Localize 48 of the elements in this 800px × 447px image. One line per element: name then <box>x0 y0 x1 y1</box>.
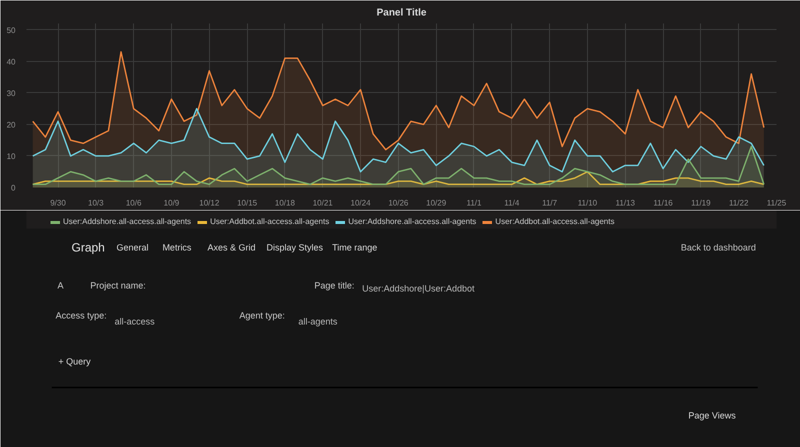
y-tick-label: 10 <box>6 152 16 161</box>
text: Page Views <box>688 410 736 420</box>
x-tick-label: 10/3 <box>88 198 104 208</box>
text: Page title: <box>314 280 354 290</box>
y-tick-label: 30 <box>6 88 16 98</box>
y-tick-label: 40 <box>6 57 16 66</box>
text: A <box>57 280 64 290</box>
text: Project name: <box>90 280 146 290</box>
y-tick-label: 0 <box>11 184 16 192</box>
chart-title: Panel Title <box>376 8 427 18</box>
x-tick-label: 10/18 <box>274 198 296 208</box>
text: User:Addshore|User:Addbot <box>362 284 476 294</box>
x-tick-label: 11/16 <box>653 198 674 208</box>
text: + Query <box>58 356 92 366</box>
x-tick-label: 11/19 <box>691 198 712 208</box>
x-tick-label: 10/9 <box>164 198 180 208</box>
x-tick-label: 10/12 <box>199 198 220 208</box>
x-tick-label: 10/26 <box>388 198 409 208</box>
text: Axes & Grid <box>207 242 256 252</box>
x-tick-label: 11/7 <box>542 198 558 208</box>
x-tick-label: 11/1 <box>466 198 482 208</box>
x-tick-label: 11/22 <box>728 198 749 208</box>
x-tick-label: 11/13 <box>616 198 636 208</box>
x-tick-label: 9/30 <box>50 198 66 208</box>
legend-label: User:Addbot.all-access.all-agents <box>210 217 330 226</box>
x-tick-label: 10/6 <box>126 198 142 208</box>
text: General <box>116 242 149 252</box>
x-tick-label: 10/24 <box>350 198 372 208</box>
legend-label: User:Addshore.all-access.all-agents <box>63 217 192 226</box>
text: Display Styles <box>266 242 324 252</box>
text: Time range <box>332 242 378 252</box>
y-tick-label: 50 <box>6 26 16 35</box>
x-tick-label: 11/25 <box>766 198 787 208</box>
x-tick-label: 10/21 <box>312 198 334 208</box>
text: Agent type: <box>239 310 285 320</box>
y-tick-label: 20 <box>6 120 16 130</box>
legend-label: User:Addshore.all-access.all-agents <box>348 217 476 226</box>
x-tick-label: 10/29 <box>426 198 447 208</box>
x-tick-label: 11/10 <box>578 198 598 208</box>
x-tick-label: 11/4 <box>504 198 520 208</box>
text: all-access <box>114 316 156 326</box>
text: Metrics <box>162 242 192 252</box>
text: all-agents <box>298 316 338 326</box>
text: Back to dashboard <box>680 242 756 252</box>
text: Access type: <box>56 310 107 320</box>
text: Graph <box>72 240 105 254</box>
legend-label: User:Addbot.all-access.all-agents <box>495 217 614 226</box>
x-tick-label: 10/15 <box>237 198 258 208</box>
